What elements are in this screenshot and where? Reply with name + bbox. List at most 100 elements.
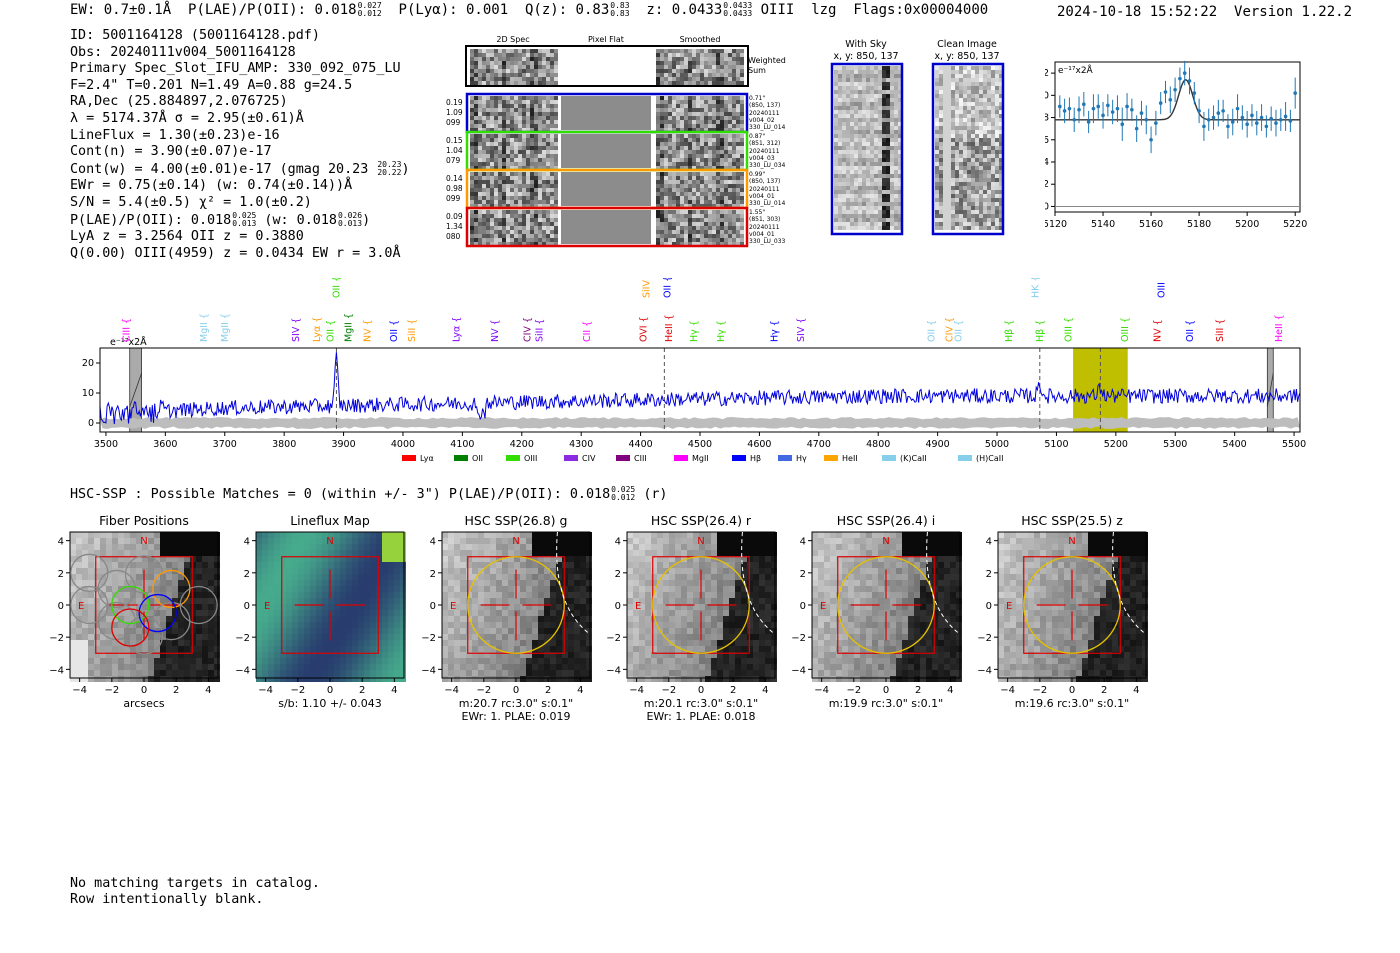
stack-pixel [999,186,1003,190]
cutout-pixel [382,604,388,610]
stack-pixel [995,222,999,226]
stamp-pixel [494,172,498,176]
stamp-pixel [688,112,692,116]
cutout-pixel [268,664,274,670]
stamp-pixel [704,200,708,204]
spectrum-xtick-label: 4300 [569,439,593,450]
stamp-pixel [672,65,676,69]
stamp-pixel [708,222,712,226]
line-label: Hγ { [716,320,727,342]
line-label-text: OII { [331,278,342,298]
cutout-pixel [328,634,334,640]
cutout-pixel [184,604,190,610]
stack-pixel [890,130,894,134]
cutout-pixel [394,634,400,640]
stamp-pixel [716,73,720,77]
stack-pixel [939,142,943,146]
stack-pixel [862,90,866,94]
stamp-pixel [546,158,550,162]
cutout-pixel [142,562,148,568]
stack-pixel [862,146,866,150]
stamp-pixel [700,166,704,170]
stack-pixel [983,142,987,146]
cutout-pixel [124,592,130,598]
stack-pixel [898,198,902,202]
stamp-pixel [550,238,554,242]
stack-pixel [991,202,995,206]
stack-pixel [935,74,939,78]
stamp-pixel [554,154,558,158]
stamp-pixel [498,100,502,104]
stack-pixel [947,214,951,218]
stack-pixel [979,82,983,86]
cutout-ytick-label: −2 [49,633,64,644]
stack-pixel [963,118,967,122]
stack-pixel [898,166,902,170]
stamp-pixel [534,146,538,150]
stamp-pixel [502,196,506,200]
stack-pixel [898,186,902,190]
stamp-pixel [490,104,494,108]
stack-pixel [834,154,838,158]
stamp-pixel [692,238,696,242]
cutout-pixel [394,610,400,616]
stamp-pixel [740,158,744,162]
cutout-pixel [130,670,136,676]
stack-pixel [846,78,850,82]
stamp-pixel [518,154,522,158]
stamp-pixel [518,61,522,65]
fiber-row-frame [465,206,749,248]
stamp-pixel [530,166,534,170]
stamp-pixel [550,65,554,69]
stamp-pixel [668,238,672,242]
stamp-pixel [494,124,498,128]
stamp-pixel [724,162,728,166]
stamp-pixel [708,234,712,238]
stamp-pixel [506,188,510,192]
cutout-pixel [382,610,388,616]
cutout-pixel [280,610,286,616]
line-label: OII { [1185,320,1196,342]
cutout-pixel [106,580,112,586]
cutout-pixel [400,544,406,550]
stamp-pixel [684,162,688,166]
stamp-pixel [550,226,554,230]
cutout-pixel [184,634,190,640]
full-spectrum-panel: e⁻¹⁷x2Å 3500 3600 3700 3800 3900 4000 4100 4200 4… [70,271,1310,467]
stack-pixel [939,150,943,154]
stamp-pixel [554,65,558,69]
cutout-pixel [274,628,280,634]
spectrum-xtick-label: 3800 [272,439,296,450]
stamp-pixel [482,73,486,77]
stamp-pixel [708,120,712,124]
stamp-pixel [704,234,708,238]
stack-pixel [878,186,882,190]
stack-pixel [850,90,854,94]
stamp-pixel [538,61,542,65]
stack-pixel [971,90,975,94]
cutout-pixel [106,550,112,556]
stack-pixel [995,130,999,134]
stack-pixel [874,86,878,90]
fiber-row-l3: 079 [446,156,461,165]
cutout-pixel [316,568,322,574]
cutout-pixel [208,538,214,544]
cutout-pixel [304,532,310,538]
stamp-pixel [728,128,732,132]
stamp-pixel [490,120,494,124]
info-primary: Primary Spec_Slot_IFU_AMP: 330_092_075_L… [70,61,401,77]
stack-pixel [866,182,870,186]
stamp-pixel [538,196,542,200]
cutout-pixel [172,586,178,592]
stamp-pixel [526,222,530,226]
stamp-pixel [720,204,724,208]
zoom-point [1096,104,1101,109]
stamp-pixel [660,230,664,234]
stack-pixel [878,166,882,170]
stamp-pixel [740,120,744,124]
stack-pixel [866,138,870,142]
stamp-pixel [732,77,736,81]
stamp-pixel [668,57,672,61]
stamp-pixel [554,69,558,73]
stamp-pixel [514,184,518,188]
